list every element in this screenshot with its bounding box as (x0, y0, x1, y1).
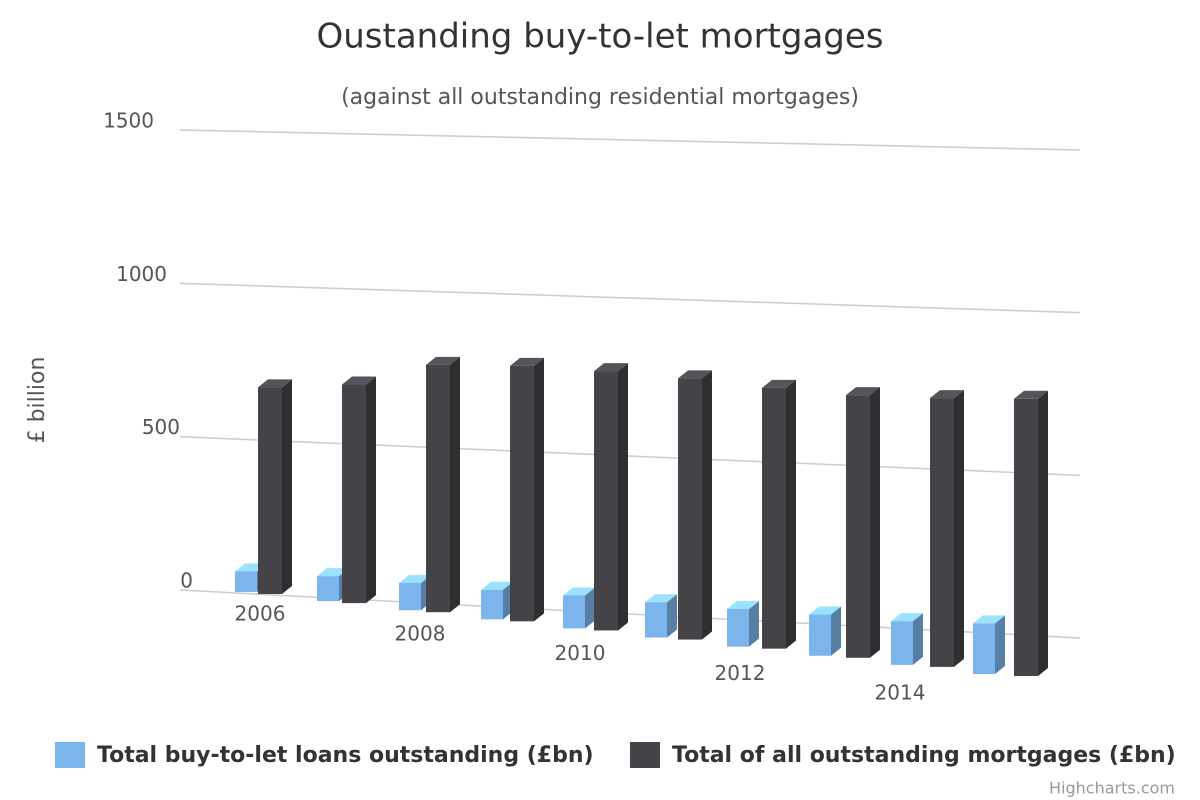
bar-top (727, 600, 759, 609)
x-tick-label: 2008 (395, 621, 446, 645)
bar-top (973, 615, 1005, 624)
bar (645, 602, 667, 638)
x-tick-label: 2014 (875, 681, 926, 705)
legend-label: Total of all outstanding mortgages (£bn) (672, 743, 1176, 768)
bar-top (342, 376, 376, 385)
x-tick-label: 2012 (715, 661, 766, 685)
bar (594, 371, 618, 631)
bar-top (399, 574, 431, 583)
y-tick-label: 1000 (116, 262, 167, 286)
bar (809, 614, 831, 656)
bar-top (317, 568, 349, 577)
y-tick-label: 1500 (103, 109, 154, 133)
bar-side (450, 356, 460, 613)
bar (973, 623, 995, 674)
bar-top (510, 357, 544, 366)
bar-side (366, 376, 376, 604)
bar (481, 589, 503, 620)
bar (426, 364, 450, 613)
bar-side (786, 379, 796, 649)
bar-side (749, 600, 759, 647)
bar (342, 384, 366, 604)
bar (258, 387, 282, 594)
y-axis-title: £ billion (25, 357, 50, 444)
chart-subtitle: (against all outstanding residential mor… (341, 85, 859, 110)
bar-top (426, 356, 460, 365)
bar-side (831, 606, 841, 656)
bar (762, 387, 786, 649)
bar-side (913, 613, 923, 665)
bar-top (1014, 390, 1048, 399)
bar-top (930, 390, 964, 399)
bar-side (667, 594, 677, 638)
bar-side (702, 370, 712, 640)
bar-side (534, 357, 544, 622)
bar (510, 365, 534, 622)
bar-top (762, 379, 796, 388)
legend-swatch (630, 742, 660, 768)
grid-line (179, 282, 1081, 314)
bar (235, 571, 257, 592)
bar-side (1038, 390, 1048, 676)
legend-label: Total buy-to-let loans outstanding (£bn) (97, 743, 594, 768)
bar-top (481, 581, 513, 590)
bar-top (809, 606, 841, 615)
y-tick-label: 0 (180, 569, 193, 593)
bar-top (563, 587, 595, 596)
bar (846, 395, 870, 658)
bar (1014, 398, 1038, 676)
bar (399, 582, 421, 611)
bar (891, 621, 913, 665)
bar-top (891, 613, 923, 622)
bar (930, 398, 954, 667)
bar-side (995, 615, 1005, 674)
chart-title: Oustanding buy-to-let mortgages (316, 17, 883, 57)
credits: Highcharts.com (1049, 779, 1175, 798)
bar (727, 608, 749, 647)
bar-side (618, 363, 628, 631)
bar-top (258, 379, 292, 388)
bar-top (846, 387, 880, 396)
bar-top (645, 594, 677, 603)
bar (678, 378, 702, 640)
bar-top (678, 370, 712, 379)
bar (317, 576, 339, 602)
bar-side (954, 390, 964, 667)
grid-line (179, 129, 1081, 151)
bar-side (282, 379, 292, 594)
bar (563, 595, 585, 629)
x-tick-label: 2006 (235, 602, 286, 626)
legend-swatch (55, 742, 85, 768)
bar-top (594, 363, 628, 372)
bar-side (870, 387, 880, 658)
y-tick-label: 500 (142, 415, 180, 439)
x-tick-label: 2010 (555, 641, 606, 665)
bar-side (585, 587, 595, 629)
